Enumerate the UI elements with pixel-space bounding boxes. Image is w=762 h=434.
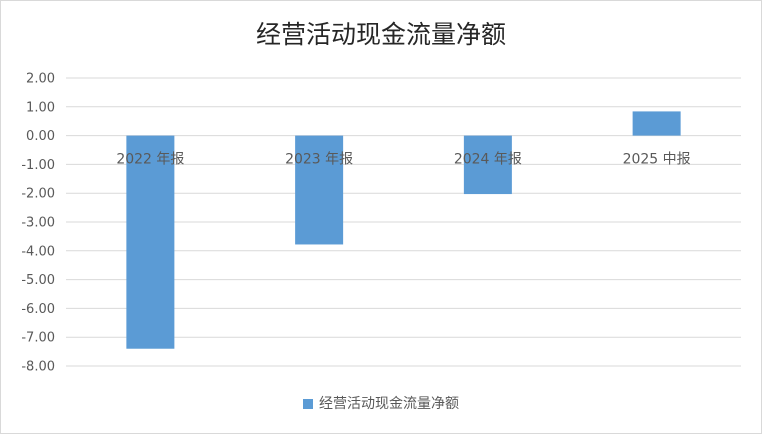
category-label: 2023 年报 [285,152,353,168]
y-tick-label: 2.00 [26,72,55,87]
bar [126,135,175,349]
category-label: 2022 年报 [116,152,184,168]
bar [632,111,681,136]
y-tick-label: -1.00 [21,158,55,173]
bar [463,135,512,195]
y-tick-label: -8.00 [21,360,55,375]
category-labels: 2022 年报 2023 年报 2024 年报 2025 中报 [116,152,690,168]
category-label: 2024 年报 [454,152,522,168]
bars [126,111,681,349]
legend: 经营活动现金流量净额 [1,393,761,413]
legend-swatch [303,399,313,409]
y-tick-label: -5.00 [21,273,55,288]
gridlines [66,77,741,367]
y-tick-label: -4.00 [21,244,55,259]
y-tick-label: 1.00 [26,100,55,115]
y-tick-label: -3.00 [21,216,55,231]
y-tick-label: 0.00 [26,129,55,144]
bar [295,135,344,245]
category-label: 2025 中报 [623,152,691,168]
y-axis-ticks: 2.00 1.00 0.00 -1.00 -2.00 -3.00 -4.00 -5.00 -6.… [21,72,55,375]
chart-title: 经营活动现金流量净额 [255,20,506,49]
y-tick-label: -7.00 [21,331,55,346]
y-tick-label: -2.00 [21,187,55,202]
legend-label: 经营活动现金流量净额 [319,396,459,412]
y-tick-label: -6.00 [21,302,55,317]
